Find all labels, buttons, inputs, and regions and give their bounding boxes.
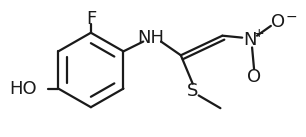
- Text: +: +: [254, 27, 264, 40]
- Text: S: S: [187, 82, 198, 100]
- Text: O: O: [247, 68, 261, 86]
- Text: HO: HO: [9, 80, 36, 98]
- Text: O: O: [271, 13, 285, 31]
- Text: F: F: [86, 10, 96, 28]
- Text: N: N: [243, 31, 257, 49]
- Text: NH: NH: [138, 29, 165, 47]
- Text: −: −: [286, 10, 297, 24]
